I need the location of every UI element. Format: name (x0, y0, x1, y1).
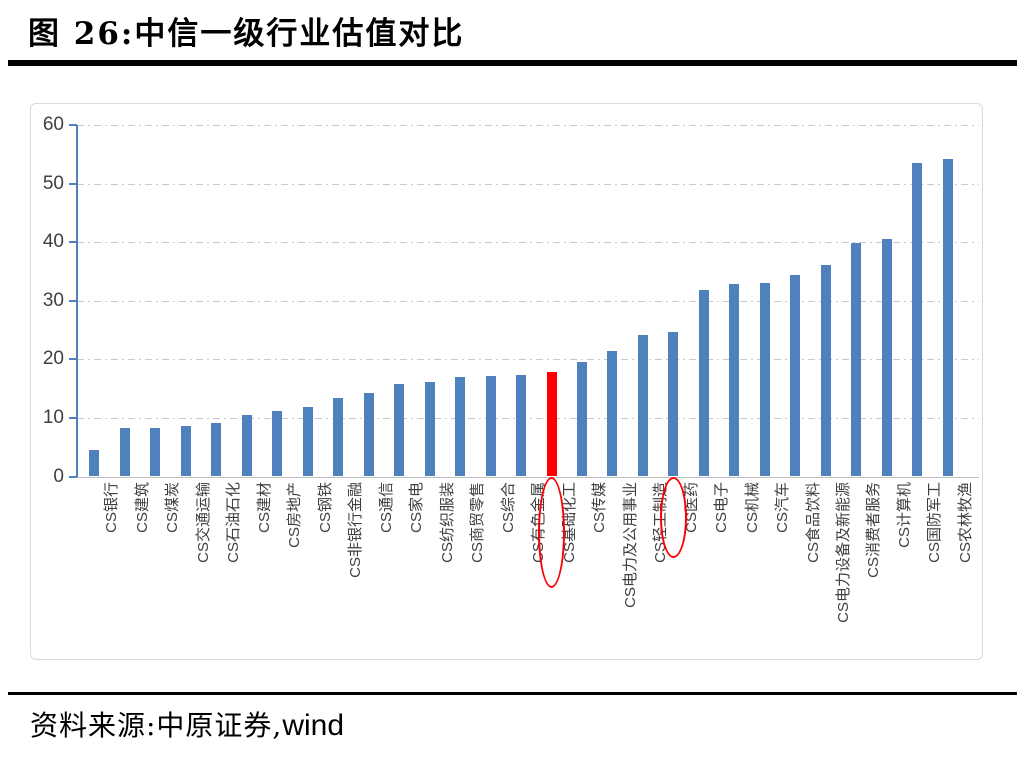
bar (668, 332, 679, 477)
bar (241, 414, 252, 477)
x-axis-category-label: CS国防军工 (926, 482, 944, 563)
x-axis-category-label: CS机械 (743, 482, 761, 533)
x-axis-category-label: CS通信 (377, 482, 395, 533)
gridline (76, 300, 979, 302)
y-axis-tick (68, 124, 77, 127)
x-axis-category-label: CS商贸零售 (469, 482, 487, 563)
x-axis-category-label: CS消费者服务 (865, 482, 883, 578)
bar (637, 335, 648, 477)
bar (119, 428, 130, 477)
bar (363, 393, 374, 477)
x-axis-category-label: CS房地产 (286, 482, 304, 548)
x-axis-category-label: CS电子 (712, 482, 730, 533)
x-axis-category-label: CS银行 (103, 482, 121, 533)
x-axis-category-label: CS传媒 (590, 482, 608, 533)
bar (211, 422, 222, 477)
y-axis-tick (68, 358, 77, 361)
x-axis-category-label: CS煤炭 (164, 482, 182, 533)
x-axis-baseline (76, 476, 979, 478)
x-axis-category-label: CS纺织服装 (438, 482, 456, 563)
y-tick-label: 10 (42, 406, 64, 428)
x-axis-category-label: CS石油石化 (225, 482, 243, 563)
bar (820, 265, 831, 477)
x-axis-category-label: CS计算机 (895, 482, 913, 548)
source-text-latin: wind (282, 709, 345, 742)
y-axis-tick (68, 182, 77, 185)
bar (302, 406, 313, 477)
gridline (76, 242, 979, 244)
bar (424, 381, 435, 477)
y-axis-tick (68, 475, 77, 478)
highlight-circle-annotation (659, 477, 687, 558)
source-text-zh: 资料来源:中原证券, (30, 709, 283, 742)
bar (729, 283, 740, 477)
x-axis-category-label: CS食品饮料 (804, 482, 822, 563)
bar (150, 427, 161, 477)
bar (881, 238, 892, 477)
bar (576, 362, 587, 477)
y-tick-label: 20 (42, 348, 64, 370)
x-axis-category-label: CS家电 (408, 482, 426, 533)
y-axis-tick (68, 241, 77, 244)
bar (455, 377, 466, 477)
bar (698, 289, 709, 477)
bar (485, 375, 496, 477)
bar (394, 383, 405, 477)
x-axis-category-label: CS电力设备及新能源 (834, 482, 852, 623)
y-axis-line (75, 125, 78, 479)
bar (89, 450, 100, 477)
footer-divider-rule (8, 692, 1017, 695)
bar (759, 282, 770, 477)
highlight-circle-annotation (538, 477, 565, 588)
bar (272, 410, 283, 477)
x-axis-category-label: CS建筑 (133, 482, 151, 533)
gridline (76, 359, 979, 361)
bar (546, 371, 557, 477)
x-axis-category-label: CS建材 (255, 482, 273, 533)
gridline (76, 183, 979, 185)
bar (790, 274, 801, 477)
gridline (76, 417, 979, 419)
x-axis-category-label: CS农林牧渔 (956, 482, 974, 563)
x-axis-category-label: CS综合 (499, 482, 517, 533)
bar (333, 398, 344, 477)
x-axis-category-label: CS交通运输 (194, 482, 212, 563)
x-axis-category-label: CS汽车 (773, 482, 791, 533)
bar (851, 243, 862, 477)
x-axis-category-label: CS电力及公用事业 (621, 482, 639, 608)
y-tick-label: 60 (42, 114, 64, 136)
y-tick-label: 40 (42, 231, 64, 253)
x-axis-category-label: CS非银行金融 (347, 482, 365, 578)
figure-source: 资料来源:中原证券,wind (30, 704, 344, 744)
bar (180, 425, 191, 477)
y-tick-label: 0 (53, 465, 64, 487)
bar (516, 374, 527, 477)
bar (607, 350, 618, 477)
y-axis-tick (68, 416, 77, 419)
bar (942, 158, 953, 477)
chart-frame: 0 10 20 30 40 50 60 CS银行 CS建筑 CS煤炭 CS交通运输 CS石油石化 CS… (30, 103, 983, 660)
y-tick-label: 30 (42, 289, 64, 311)
gridline (76, 125, 979, 127)
y-axis-tick (68, 299, 77, 302)
bar (912, 163, 923, 477)
y-tick-label: 50 (42, 172, 64, 194)
x-axis-category-label: CS钢铁 (316, 482, 334, 533)
title-divider-rule (8, 60, 1017, 66)
figure-title: 图 26:中信一级行业估值对比 (28, 16, 465, 52)
